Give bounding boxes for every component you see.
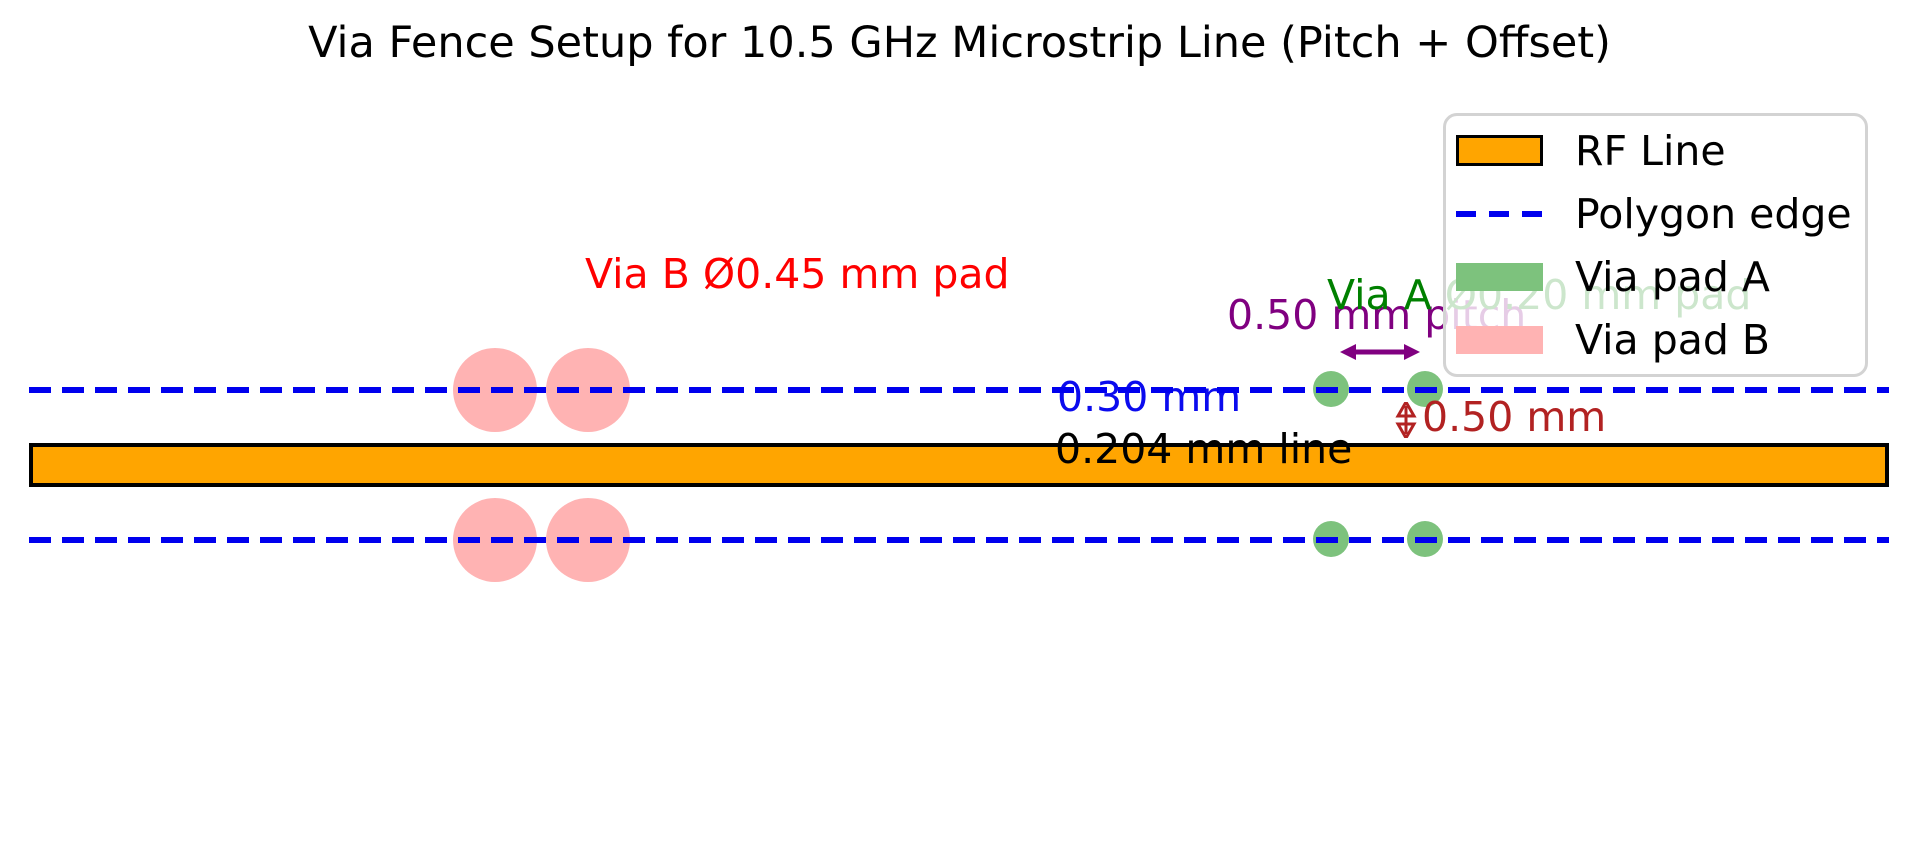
legend-label: Polygon edge (1575, 189, 1852, 238)
figure-title: Via Fence Setup for 10.5 GHz Microstrip … (308, 18, 1611, 68)
legend-item-polygon-edge: Polygon edge (1446, 182, 1865, 245)
via-pad-a-swatch-icon (1456, 262, 1543, 291)
legend-label: Via pad B (1575, 315, 1771, 364)
legend: RF Line Polygon edge Via pad A Via pad B (1443, 113, 1868, 377)
offset-arrow-icon (1395, 402, 1417, 438)
polygon-edge-bottom (29, 537, 1889, 543)
via-b-annotation: Via B Ø0.45 mm pad (585, 250, 1010, 298)
offset-annotation: 0.50 mm (1422, 393, 1607, 441)
line-width-annotation: 0.204 mm line (1055, 425, 1353, 473)
legend-label: RF Line (1575, 126, 1726, 175)
legend-item-via-pad-b: Via pad B (1446, 308, 1865, 371)
rf-line-swatch-icon (1456, 135, 1543, 166)
gap-annotation: 0.30 mm (1057, 373, 1242, 421)
pitch-arrow-icon (1340, 344, 1420, 360)
polygon-edge-top (29, 387, 1889, 393)
legend-item-rf-line: RF Line (1446, 119, 1865, 182)
legend-label: Via pad A (1575, 252, 1770, 301)
rf-line-bar (29, 443, 1889, 487)
via-pad-b-swatch-icon (1456, 325, 1543, 354)
dashed-line-swatch-icon (1456, 210, 1543, 217)
legend-item-via-pad-a: Via pad A (1446, 245, 1865, 308)
